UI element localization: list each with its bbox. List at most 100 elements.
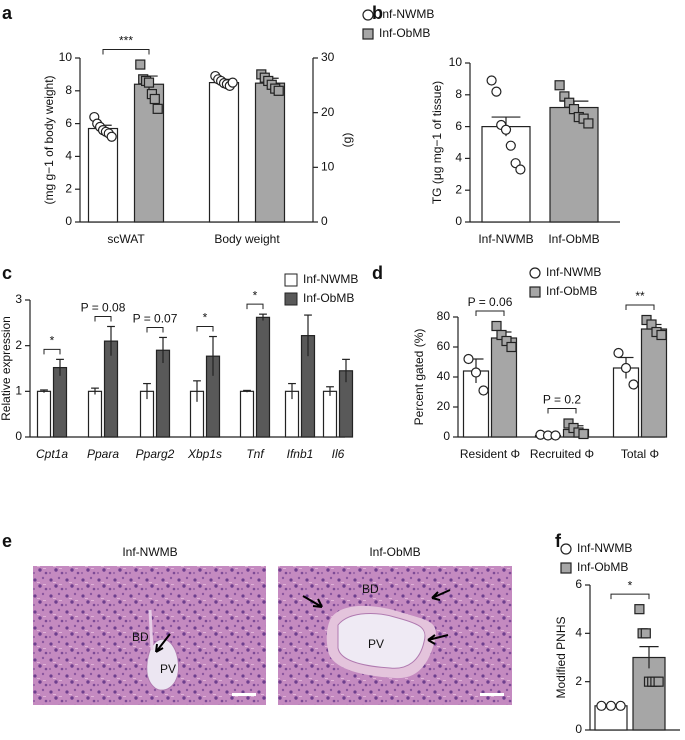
legend-marker: [560, 543, 572, 555]
y-axis-label: TG (μg mg−1 of tissue): [430, 81, 444, 204]
bar: [481, 125, 531, 223]
x-tick-label: Ifnb1: [287, 447, 314, 461]
x-tick-label: Body weight: [214, 232, 280, 246]
legend-marker: [362, 9, 374, 21]
y-tick-label: 40: [437, 369, 451, 383]
point: [143, 77, 155, 88]
y-axis-label: Relative expression: [0, 316, 13, 421]
image-label: BD: [362, 582, 379, 596]
x-tick-label: Cpt1a: [36, 447, 68, 461]
y-tick-label: 1: [15, 384, 22, 398]
y-tick-label: 3: [15, 292, 22, 306]
vessel: [337, 613, 426, 669]
annotation: P = 0.06: [468, 295, 513, 309]
y2-tick-label: 0: [321, 214, 328, 228]
significance-bracket: [246, 303, 264, 310]
significance-bracket: [475, 310, 505, 316]
x-tick-label: Inf-NWMB: [478, 232, 533, 246]
y-tick-label: 10: [59, 50, 73, 64]
bar: [255, 316, 271, 438]
y-axis-label: Modified PNHS: [554, 616, 568, 698]
bar: [490, 337, 518, 438]
bar: [208, 81, 240, 223]
point: [515, 164, 526, 175]
x-tick-label: Total Φ: [621, 447, 659, 461]
x-tick-label: Il6: [332, 447, 345, 461]
x-tick-label: Resident Φ: [460, 447, 520, 461]
point: [656, 329, 667, 341]
panel-letter: d: [372, 263, 383, 283]
point: [506, 341, 517, 353]
x-tick-label: Tnf: [246, 447, 265, 461]
legend-label: Inf-NWMB: [577, 541, 632, 555]
significance-bracket: [196, 326, 214, 332]
y-tick-label: 8: [65, 83, 72, 97]
y-tick-label: 0: [443, 429, 450, 443]
point: [605, 700, 617, 711]
y2-tick-label: 20: [321, 105, 335, 119]
bar: [87, 390, 103, 438]
significance-bracket: [43, 348, 61, 355]
y-tick-label: 4: [65, 149, 72, 163]
micrograph: [33, 566, 266, 705]
point: [634, 604, 645, 615]
image-title: Inf-NWMB: [122, 545, 177, 559]
arrow: [302, 595, 323, 608]
point: [615, 700, 626, 711]
arrow: [431, 589, 451, 601]
x-tick-label: Pparg2: [136, 447, 175, 461]
legend-marker: [529, 267, 541, 279]
legend-marker: [362, 28, 374, 40]
x-tick-label: Inf-ObMB: [548, 232, 599, 246]
panel-letter: b: [372, 3, 383, 23]
y-axis-label: Percent gated (%): [412, 329, 426, 426]
y-tick-label: 60: [437, 339, 451, 353]
point: [640, 628, 651, 639]
legend-label: Inf-NWMB: [379, 7, 434, 21]
legend-swatch: [284, 273, 298, 287]
point: [500, 124, 512, 135]
y-tick-label: 2: [455, 182, 462, 196]
point: [106, 131, 117, 142]
bar: [155, 349, 171, 438]
y-tick-label: 0: [15, 429, 22, 443]
point: [554, 80, 565, 91]
significance-bracket: [146, 326, 164, 333]
y-tick-label: 6: [575, 577, 582, 591]
annotation: P = 0.08: [81, 301, 126, 315]
panel-letter: a: [2, 3, 13, 23]
point: [596, 700, 607, 711]
annotation: *: [203, 311, 208, 325]
y-tick-label: 10: [449, 55, 463, 69]
y-tick-label: 2: [65, 181, 72, 195]
point: [463, 353, 474, 365]
y-tick-label: 4: [455, 151, 462, 165]
y2-axis-label: (g): [340, 133, 354, 148]
duct: [148, 609, 154, 651]
legend-label: Inf-ObMB: [577, 560, 628, 574]
y2-tick-label: 30: [321, 50, 335, 64]
x-tick-label: scWAT: [107, 232, 145, 246]
point: [583, 118, 594, 129]
image-label: BD: [132, 630, 149, 644]
bar: [87, 127, 119, 223]
x-tick-label: Ppara: [87, 447, 119, 461]
significance-bracket: [625, 304, 655, 310]
y2-tick-label: 10: [321, 160, 335, 174]
scale-bar: [480, 693, 504, 696]
scale-bar: [232, 693, 256, 696]
y-tick-label: 80: [437, 309, 451, 323]
y-tick-label: 2: [575, 674, 582, 688]
point: [478, 385, 489, 396]
legend-label: Inf-ObMB: [379, 26, 430, 40]
point: [491, 86, 502, 97]
point: [135, 59, 146, 70]
y-tick-label: 0: [575, 722, 582, 735]
annotation: P = 0.2: [543, 393, 581, 407]
significance-bracket: [102, 49, 150, 55]
significance-bracket: [610, 593, 650, 600]
point: [628, 379, 639, 390]
panel-letter: e: [2, 531, 12, 551]
legend-marker: [560, 562, 572, 574]
